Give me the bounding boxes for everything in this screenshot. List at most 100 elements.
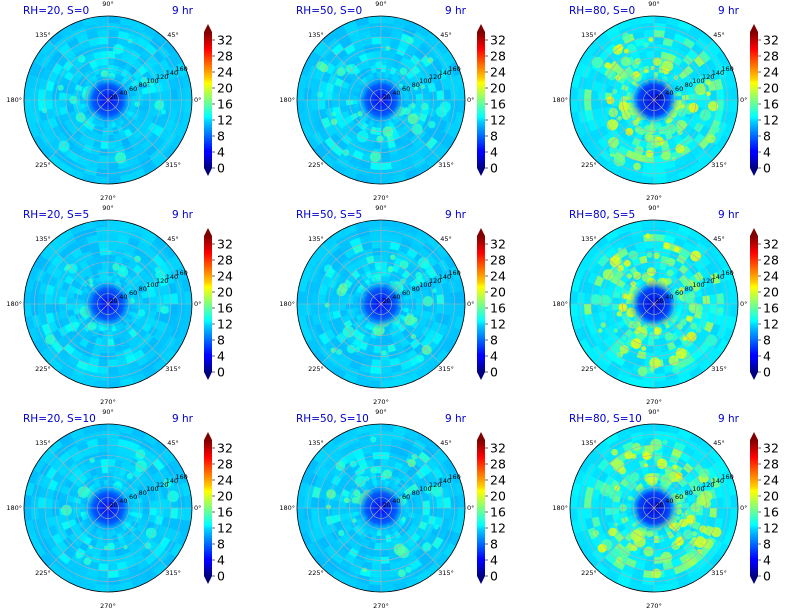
r-tick-label: 120 bbox=[156, 277, 168, 285]
r-tick-label: 120 bbox=[702, 277, 714, 285]
heatmap-cell bbox=[716, 254, 729, 270]
heatmap-cell bbox=[716, 89, 724, 100]
heatmap-cell bbox=[422, 92, 430, 100]
heatmap-cell bbox=[660, 51, 670, 61]
heatmap-cell bbox=[654, 16, 668, 24]
heatmap-cell bbox=[108, 134, 115, 142]
heatmap-cell bbox=[339, 309, 348, 317]
polar-panel-3: 204060801001201401600°45°90°135°180°225°… bbox=[552, 0, 779, 202]
heatmap-cell bbox=[88, 153, 100, 163]
heatmap-cell bbox=[699, 329, 711, 342]
heatmap-cell bbox=[722, 123, 734, 139]
heatmap-cell bbox=[579, 50, 592, 66]
heatmap-cell bbox=[381, 438, 392, 446]
heatmap-cell bbox=[425, 50, 438, 63]
heatmap-cell bbox=[94, 584, 108, 592]
heatmap-cell bbox=[406, 349, 419, 361]
heatmap-cell bbox=[356, 62, 366, 72]
heatmap-cell bbox=[414, 513, 423, 521]
heatmap-cell bbox=[339, 105, 348, 113]
heatmap-patch bbox=[77, 54, 86, 63]
heatmap-cell bbox=[361, 357, 373, 367]
heatmap-patch bbox=[694, 83, 707, 96]
heatmap-cell bbox=[147, 336, 159, 349]
heatmap-cell bbox=[88, 60, 98, 69]
heatmap-cell bbox=[161, 516, 171, 528]
heatmap-cell bbox=[673, 156, 686, 167]
heatmap-patch bbox=[706, 91, 711, 96]
heatmap-cell bbox=[371, 241, 381, 249]
polar-grid bbox=[569, 15, 739, 185]
heatmap-cell bbox=[311, 100, 319, 111]
heatmap-cell bbox=[666, 53, 677, 63]
heatmap-cell bbox=[414, 309, 423, 317]
heatmap-cell bbox=[58, 43, 71, 56]
panel-time-label: 9 hr bbox=[172, 413, 194, 425]
heatmap-cell bbox=[101, 58, 108, 66]
r-tick-label: 120 bbox=[156, 481, 168, 489]
heatmap-cell bbox=[40, 40, 54, 55]
colorbar-tick-label: 28 bbox=[490, 253, 506, 268]
heatmap-cell bbox=[313, 244, 327, 259]
colorbar-tick-label: 12 bbox=[490, 521, 506, 536]
theta-tick-label: 0° bbox=[194, 504, 201, 512]
heatmap-cell bbox=[425, 254, 438, 267]
colorbar-tick-label: 0 bbox=[217, 569, 225, 584]
theta-tick-label: 225° bbox=[35, 569, 51, 577]
heatmap-cell bbox=[634, 153, 646, 163]
heatmap-cell bbox=[622, 360, 635, 371]
r-tick-label: 20 bbox=[110, 93, 118, 101]
heatmap-cell bbox=[24, 508, 32, 522]
heatmap-cell bbox=[297, 86, 305, 100]
heatmap-cell bbox=[409, 279, 419, 289]
heatmap-patch bbox=[606, 119, 619, 131]
heatmap-cell bbox=[704, 58, 717, 72]
heatmap-cell bbox=[343, 145, 356, 157]
heatmap-cell bbox=[659, 541, 667, 550]
polar-panel-1: 204060801001201401600°45°90°135°180°225°… bbox=[6, 0, 233, 202]
heatmap-patch bbox=[606, 96, 615, 105]
heatmap-cell bbox=[147, 540, 159, 553]
heatmap-cell bbox=[45, 466, 58, 480]
heatmap-cell bbox=[100, 141, 108, 149]
heatmap-cell bbox=[59, 106, 69, 116]
heatmap-cell bbox=[45, 128, 58, 142]
theta-tick-label: 135° bbox=[581, 31, 597, 39]
theta-grid-line bbox=[380, 507, 441, 568]
heatmap-cell bbox=[48, 154, 63, 168]
heatmap-patch bbox=[420, 84, 426, 90]
heatmap-patch bbox=[114, 152, 127, 164]
colorbar-tick-label: 12 bbox=[763, 113, 779, 128]
heatmap-patch bbox=[427, 120, 436, 129]
heatmap-cell bbox=[318, 466, 331, 480]
heatmap-cell bbox=[127, 237, 140, 248]
heatmap-cell bbox=[70, 451, 83, 463]
r-tick-label: 160 bbox=[448, 473, 460, 481]
polar-grid bbox=[296, 219, 466, 389]
colorbar-tick-label: 16 bbox=[217, 301, 233, 316]
heatmap-cell bbox=[153, 562, 168, 576]
heatmap-cell bbox=[184, 290, 192, 304]
colorbar-tick-label: 28 bbox=[217, 253, 233, 268]
theta-tick-labels: 0°45°90°135°180°225°270°315° bbox=[552, 0, 747, 202]
heatmap-patch bbox=[713, 126, 720, 133]
heatmap-cell bbox=[449, 265, 461, 281]
theta-tick-label: 225° bbox=[35, 161, 51, 169]
theta-grid-line bbox=[48, 303, 109, 364]
colorbar-tick-label: 32 bbox=[490, 33, 506, 48]
heatmap-cell bbox=[437, 323, 448, 336]
heatmap-cell bbox=[123, 536, 133, 546]
colorbar-tick-label: 24 bbox=[763, 269, 779, 284]
heatmap-cell bbox=[691, 348, 704, 361]
heatmap-cell bbox=[170, 293, 178, 304]
heatmap-cell bbox=[88, 241, 100, 251]
heatmap-cell bbox=[389, 37, 401, 47]
heatmap-patch bbox=[706, 134, 716, 144]
heatmap-cell bbox=[443, 293, 451, 304]
heatmap-cell bbox=[699, 125, 711, 138]
heatmap-patch bbox=[135, 460, 147, 472]
panel-title: RH=50, S=10 bbox=[296, 413, 369, 425]
heatmap-patch bbox=[393, 543, 406, 556]
